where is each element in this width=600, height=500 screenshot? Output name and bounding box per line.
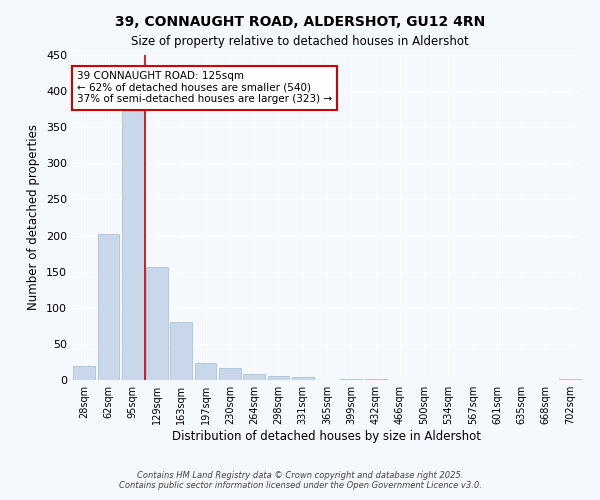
Text: 39, CONNAUGHT ROAD, ALDERSHOT, GU12 4RN: 39, CONNAUGHT ROAD, ALDERSHOT, GU12 4RN [115, 15, 485, 29]
Text: Size of property relative to detached houses in Aldershot: Size of property relative to detached ho… [131, 35, 469, 48]
Bar [122, 112, 143, 380]
Bar [559, 378, 581, 380]
X-axis label: Distribution of detached houses by size in Aldershot: Distribution of detached houses by size … [173, 430, 482, 443]
Bar [146, 266, 168, 380]
Bar [73, 366, 95, 380]
Bar [292, 377, 314, 380]
Y-axis label: Number of detached properties: Number of detached properties [28, 124, 40, 310]
Bar [194, 364, 217, 380]
Bar [219, 368, 241, 380]
Bar [243, 374, 265, 380]
Text: Contains HM Land Registry data © Crown copyright and database right 2025.
Contai: Contains HM Land Registry data © Crown c… [119, 470, 481, 490]
Bar [97, 234, 119, 380]
Bar [170, 322, 192, 380]
Text: 39 CONNAUGHT ROAD: 125sqm
← 62% of detached houses are smaller (540)
37% of semi: 39 CONNAUGHT ROAD: 125sqm ← 62% of detac… [77, 71, 332, 104]
Bar [268, 376, 289, 380]
